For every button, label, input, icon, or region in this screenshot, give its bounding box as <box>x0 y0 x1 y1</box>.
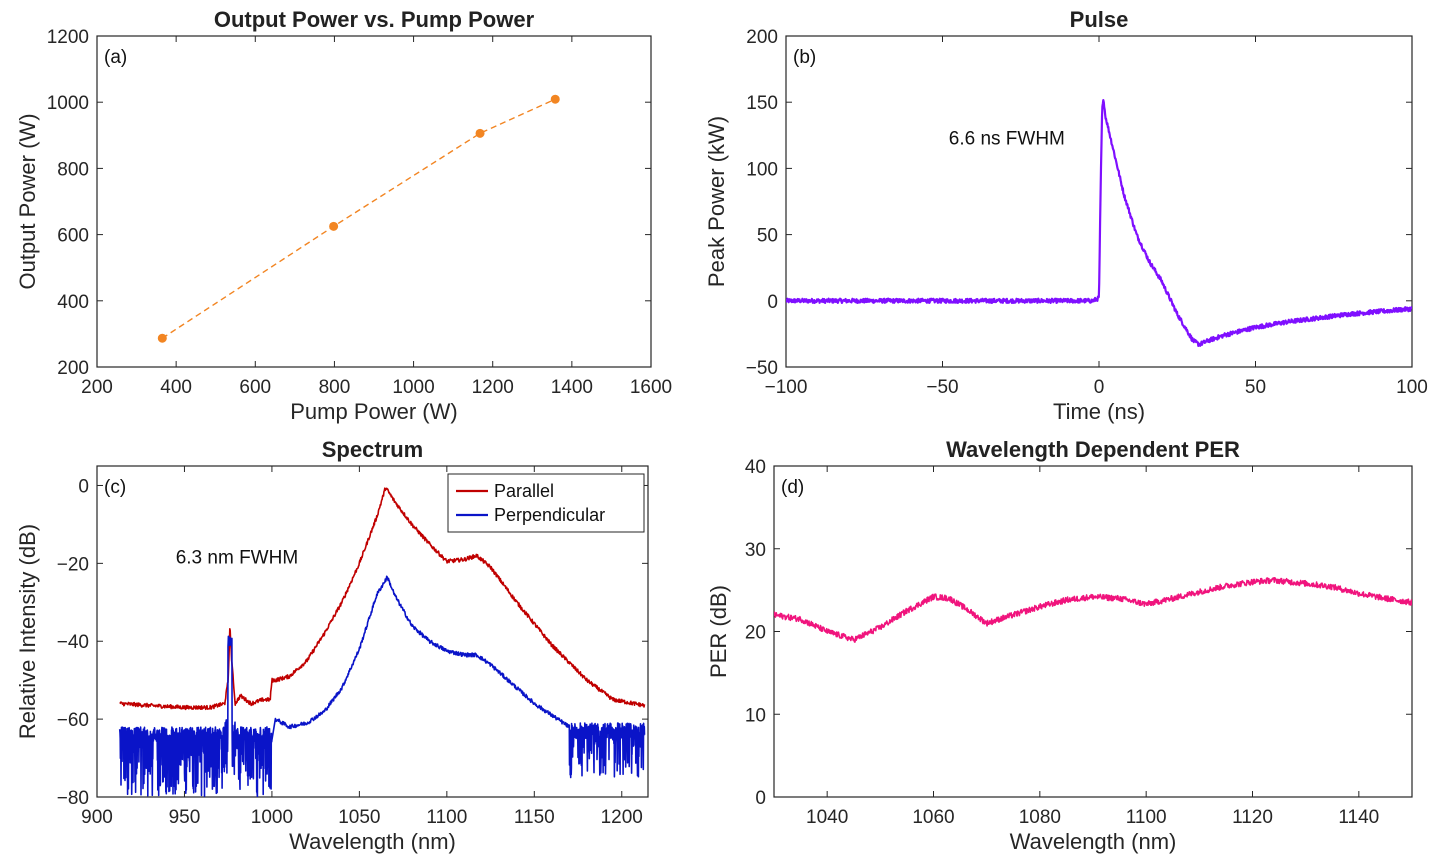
x-tick-label: 1060 <box>912 807 954 828</box>
y-tick-label: 200 <box>746 27 778 48</box>
x-axis-label: Time (ns) <box>1053 399 1145 424</box>
x-tick-label: 400 <box>160 377 192 398</box>
y-axis-label: PER (dB) <box>706 585 731 678</box>
data-point <box>157 333 167 343</box>
annotation: 6.3 nm FWHM <box>176 547 298 568</box>
y-axis-label: Relative Intensity (dB) <box>15 524 40 739</box>
y-tick-label: 0 <box>767 292 778 313</box>
panel-label: (b) <box>793 47 816 68</box>
data-layer <box>118 487 646 797</box>
chart-title: Pulse <box>1070 7 1129 32</box>
panel-a: 200 400 600 800 1000 1200 1400 1600 200 400 600 800… <box>15 7 672 424</box>
x-tick-label: 1050 <box>338 807 380 828</box>
x-tick-label: 100 <box>1396 377 1428 398</box>
plot-area <box>773 465 1413 798</box>
x-axis-label: Wavelength (nm) <box>1010 829 1177 854</box>
data-point <box>475 128 485 138</box>
series-line-0 <box>774 576 1412 643</box>
x-tick-label: 1000 <box>251 807 293 828</box>
x-tick-label: 1600 <box>630 377 672 398</box>
x-tick-label: 900 <box>81 807 113 828</box>
x-tick-label: 1200 <box>601 807 643 828</box>
x-tick-label: 1200 <box>472 377 514 398</box>
x-tick-label: 1100 <box>1126 807 1167 828</box>
data-layer <box>786 98 1412 347</box>
y-tick-label: −80 <box>57 788 89 809</box>
x-tick-label: 1120 <box>1232 807 1273 828</box>
x-axis-label: Pump Power (W) <box>290 399 457 424</box>
y-tick-label: −60 <box>57 710 89 731</box>
x-tick-label: 800 <box>319 377 351 398</box>
x-tick-label: −50 <box>926 377 958 398</box>
panel-c: 900 950 1000 1050 1100 1150 1200 −80 −60 −40 −20 0 S… <box>15 437 649 854</box>
y-tick-label: 20 <box>745 623 766 644</box>
y-tick-label: 800 <box>57 159 89 180</box>
x-tick-label: 1400 <box>551 377 593 398</box>
data-point <box>329 221 339 231</box>
x-tick-label: 1150 <box>514 807 555 828</box>
series-line-0 <box>786 98 1412 347</box>
data-point <box>550 94 560 104</box>
y-tick-label: −20 <box>57 554 89 575</box>
legend-entry: Perpendicular <box>494 505 605 525</box>
y-tick-label: 50 <box>757 226 778 247</box>
data-layer <box>774 576 1412 643</box>
y-tick-label: 1000 <box>47 93 89 114</box>
legend: Parallel Perpendicular <box>447 473 645 533</box>
x-tick-label: 1080 <box>1019 807 1061 828</box>
x-tick-label: 50 <box>1245 377 1266 398</box>
annotation: 6.6 ns FWHM <box>949 129 1065 150</box>
legend-entry: Parallel <box>494 481 554 501</box>
series-line <box>161 98 556 339</box>
legend-box <box>447 473 645 533</box>
x-axis-label: Wavelength (nm) <box>289 829 456 854</box>
x-tick-label: 600 <box>239 377 271 398</box>
panel-label: (a) <box>104 47 127 68</box>
x-tick-label: 1000 <box>392 377 434 398</box>
x-tick-label: −100 <box>765 377 808 398</box>
y-tick-label: −40 <box>57 632 89 653</box>
y-tick-label: 100 <box>746 159 778 180</box>
panel-d: 1040 1060 1080 1100 1120 1140 0 10 20 30 40 Wavelen… <box>706 437 1413 854</box>
series-line-perpendicular <box>118 575 646 797</box>
y-tick-label: 1200 <box>47 27 89 48</box>
y-axis-label: Peak Power (kW) <box>704 116 729 287</box>
y-tick-label: 0 <box>78 476 89 497</box>
y-tick-label: 30 <box>745 540 766 561</box>
y-tick-label: 40 <box>745 457 766 478</box>
chart-title: Spectrum <box>322 437 423 462</box>
y-tick-label: 150 <box>746 93 778 114</box>
panel-label: (d) <box>781 477 804 498</box>
y-tick-label: 200 <box>57 358 89 379</box>
x-tick-label: 0 <box>1094 377 1105 398</box>
y-tick-label: 0 <box>755 788 766 809</box>
plot-area <box>785 35 1413 368</box>
x-tick-label: 1100 <box>426 807 467 828</box>
y-axis-label: Output Power (W) <box>15 113 40 289</box>
chart-title: Output Power vs. Pump Power <box>214 7 535 32</box>
x-tick-label: 950 <box>169 807 201 828</box>
data-layer <box>157 94 560 343</box>
x-tick-label: 1040 <box>806 807 848 828</box>
y-tick-label: 600 <box>57 226 89 247</box>
panel-label: (c) <box>104 477 126 498</box>
y-tick-label: 400 <box>57 292 89 313</box>
x-tick-label: 200 <box>81 377 113 398</box>
x-tick-label: 1140 <box>1338 807 1379 828</box>
chart-title: Wavelength Dependent PER <box>946 437 1240 462</box>
y-tick-label: 10 <box>745 705 766 726</box>
y-tick-label: −50 <box>746 358 778 379</box>
series-line-parallel <box>119 487 646 711</box>
